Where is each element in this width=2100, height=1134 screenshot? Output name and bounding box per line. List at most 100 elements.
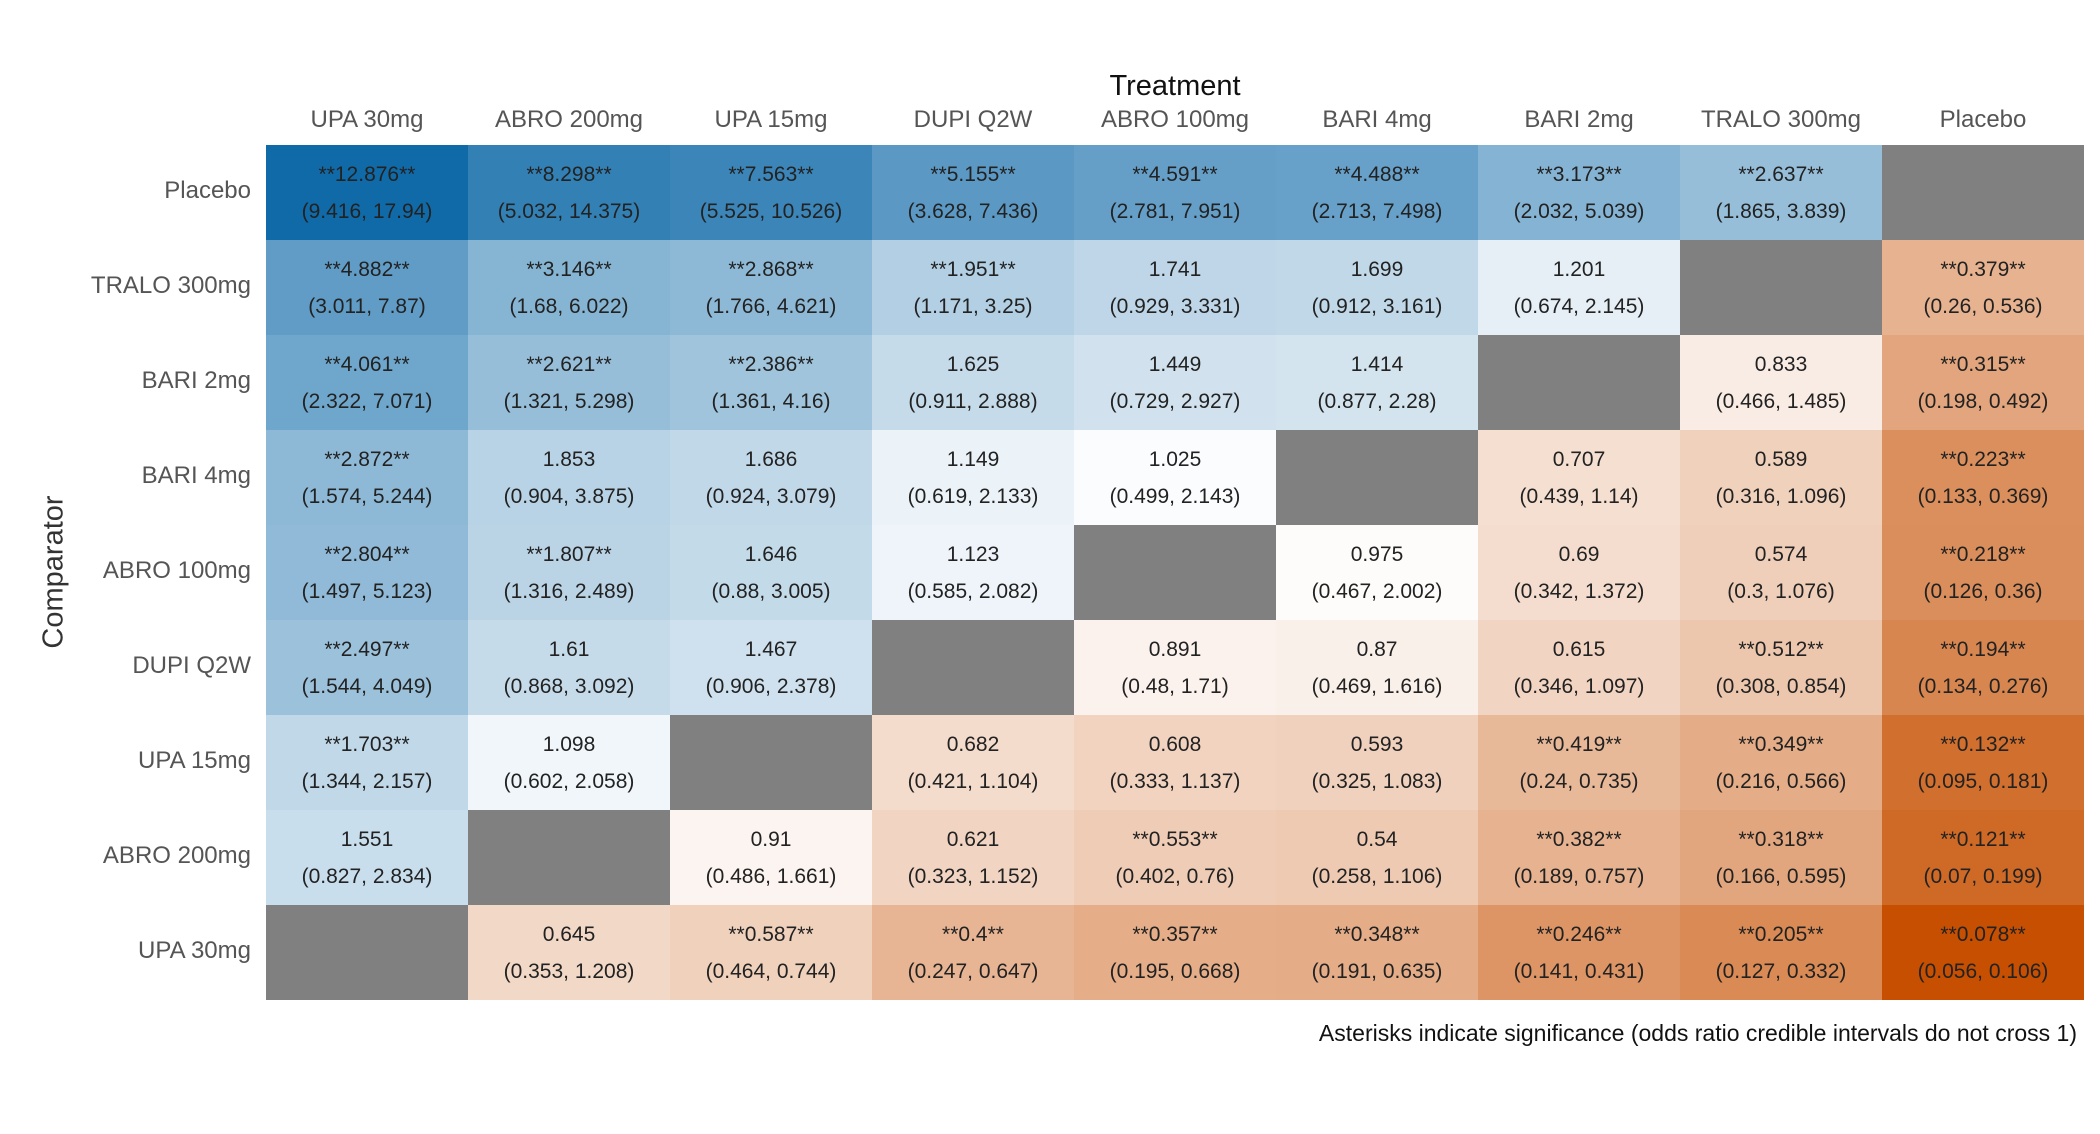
heatmap-cell: 0.69 (0.342, 1.372)	[1478, 525, 1680, 620]
row-label: UPA 15mg	[138, 747, 251, 774]
heatmap-cell: 0.91 (0.486, 1.661)	[670, 810, 872, 905]
odds-ratio-label: 0.91	[750, 828, 792, 851]
credible-interval-label: (0.827, 2.834)	[301, 865, 433, 888]
odds-ratio-label: **0.121**	[1940, 828, 2026, 851]
heatmap-cell: **0.223** (0.133, 0.369)	[1882, 430, 2084, 525]
heatmap-cell: 0.574 (0.3, 1.076)	[1680, 525, 1882, 620]
row-label: BARI 4mg	[141, 462, 251, 489]
odds-ratio-label: 0.54	[1356, 828, 1398, 851]
row-label: BARI 2mg	[141, 367, 251, 394]
credible-interval-label: (3.628, 7.436)	[907, 200, 1039, 223]
heatmap-cell: 1.098 (0.602, 2.058)	[468, 715, 670, 810]
heatmap-cell: 1.699 (0.912, 3.161)	[1276, 240, 1478, 335]
heatmap-cell: 0.707 (0.439, 1.14)	[1478, 430, 1680, 525]
odds-ratio-label: 0.621	[946, 828, 1000, 851]
heatmap-cell: **4.882** (3.011, 7.87)	[266, 240, 468, 335]
odds-ratio-label: 1.551	[340, 828, 394, 851]
odds-ratio-label: **0.379**	[1940, 258, 2026, 281]
row-label: TRALO 300mg	[90, 272, 251, 299]
credible-interval-label: (0.126, 0.36)	[1923, 580, 2043, 603]
credible-interval-label: (1.574, 5.244)	[301, 485, 433, 508]
credible-interval-label: (0.095, 0.181)	[1917, 770, 2049, 793]
row-label: Placebo	[164, 177, 251, 204]
credible-interval-label: (0.216, 0.566)	[1715, 770, 1847, 793]
odds-ratio-label: **0.246**	[1536, 923, 1622, 946]
heatmap-cell: 1.025 (0.499, 2.143)	[1074, 430, 1276, 525]
heatmap-cell: 1.149 (0.619, 2.133)	[872, 430, 1074, 525]
heatmap-cell: **7.563** (5.525, 10.526)	[670, 145, 872, 240]
heatmap-cell-empty	[266, 905, 468, 1000]
credible-interval-label: (0.912, 3.161)	[1311, 295, 1443, 318]
heatmap-cell: **0.379** (0.26, 0.536)	[1882, 240, 2084, 335]
column-label: BARI 2mg	[1524, 106, 1634, 133]
odds-ratio-label: **2.497**	[324, 638, 410, 661]
credible-interval-label: (0.877, 2.28)	[1317, 390, 1437, 413]
odds-ratio-label: 1.098	[542, 733, 596, 756]
credible-interval-label: (1.316, 2.489)	[503, 580, 635, 603]
heatmap-cell: **0.349** (0.216, 0.566)	[1680, 715, 1882, 810]
credible-interval-label: (0.166, 0.595)	[1715, 865, 1847, 888]
row-label: ABRO 200mg	[102, 842, 251, 869]
column-label: UPA 30mg	[310, 106, 424, 133]
credible-interval-label: (0.308, 0.854)	[1715, 675, 1847, 698]
odds-ratio-label: **0.419**	[1536, 733, 1622, 756]
odds-ratio-label: 0.593	[1350, 733, 1404, 756]
heatmap-cell: **2.637** (1.865, 3.839)	[1680, 145, 1882, 240]
odds-ratio-label: 0.833	[1754, 353, 1808, 376]
heatmap-cell: **0.121** (0.07, 0.199)	[1882, 810, 2084, 905]
heatmap-cell: **0.419** (0.24, 0.735)	[1478, 715, 1680, 810]
heatmap-cell: 1.853 (0.904, 3.875)	[468, 430, 670, 525]
credible-interval-label: (0.3, 1.076)	[1727, 580, 1835, 603]
odds-ratio-label: **0.512**	[1738, 638, 1824, 661]
credible-interval-label: (0.924, 3.079)	[705, 485, 837, 508]
credible-interval-label: (1.544, 4.049)	[301, 675, 433, 698]
column-label: ABRO 200mg	[494, 106, 644, 133]
heatmap-cell: **2.872** (1.574, 5.244)	[266, 430, 468, 525]
heatmap-cell: **0.315** (0.198, 0.492)	[1882, 335, 2084, 430]
heatmap-cell: **1.951** (1.171, 3.25)	[872, 240, 1074, 335]
odds-ratio-label: 1.449	[1148, 353, 1202, 376]
odds-ratio-label: **0.357**	[1132, 923, 1218, 946]
credible-interval-label: (0.07, 0.199)	[1923, 865, 2043, 888]
odds-ratio-label: **0.223**	[1940, 448, 2026, 471]
chart-title: Treatment	[1109, 70, 1241, 102]
column-label: UPA 15mg	[714, 106, 828, 133]
credible-interval-label: (0.316, 1.096)	[1715, 485, 1847, 508]
heatmap-cell: 0.975 (0.467, 2.002)	[1276, 525, 1478, 620]
heatmap-cell: **0.194** (0.134, 0.276)	[1882, 620, 2084, 715]
credible-interval-label: (0.056, 0.106)	[1917, 960, 2049, 983]
odds-ratio-label: **1.951**	[930, 258, 1016, 281]
credible-interval-label: (0.189, 0.757)	[1513, 865, 1645, 888]
odds-ratio-label: **12.876**	[318, 163, 416, 186]
credible-interval-label: (0.198, 0.492)	[1917, 390, 2049, 413]
credible-interval-label: (0.127, 0.332)	[1715, 960, 1847, 983]
odds-ratio-label: 0.615	[1552, 638, 1606, 661]
heatmap-cell: 0.682 (0.421, 1.104)	[872, 715, 1074, 810]
credible-interval-label: (0.619, 2.133)	[907, 485, 1039, 508]
heatmap-cell: **1.703** (1.344, 2.157)	[266, 715, 468, 810]
odds-ratio-label: **4.591**	[1132, 163, 1218, 186]
credible-interval-label: (2.781, 7.951)	[1109, 200, 1241, 223]
credible-interval-label: (1.865, 3.839)	[1715, 200, 1847, 223]
heatmap-cell: 0.891 (0.48, 1.71)	[1074, 620, 1276, 715]
heatmap-cell: **0.205** (0.127, 0.332)	[1680, 905, 1882, 1000]
heatmap-cell: 1.551 (0.827, 2.834)	[266, 810, 468, 905]
heatmap-cell-empty	[872, 620, 1074, 715]
heatmap-cell: 1.414 (0.877, 2.28)	[1276, 335, 1478, 430]
heatmap-cell: **4.591** (2.781, 7.951)	[1074, 145, 1276, 240]
credible-interval-label: (2.032, 5.039)	[1513, 200, 1645, 223]
odds-ratio-label: 0.645	[542, 923, 596, 946]
credible-interval-label: (0.904, 3.875)	[503, 485, 635, 508]
credible-interval-label: (0.353, 1.208)	[503, 960, 635, 983]
credible-interval-label: (5.032, 14.375)	[497, 200, 641, 223]
heatmap-cell: **8.298** (5.032, 14.375)	[468, 145, 670, 240]
odds-ratio-label: 1.853	[542, 448, 596, 471]
credible-interval-label: (0.48, 1.71)	[1121, 675, 1229, 698]
heatmap-cell-empty	[1478, 335, 1680, 430]
column-label: TRALO 300mg	[1700, 106, 1862, 133]
heatmap-cell: 1.201 (0.674, 2.145)	[1478, 240, 1680, 335]
heatmap-cell: **0.587** (0.464, 0.744)	[670, 905, 872, 1000]
odds-ratio-label: 0.69	[1558, 543, 1600, 566]
odds-ratio-label: **4.488**	[1334, 163, 1420, 186]
odds-ratio-label: 0.707	[1552, 448, 1606, 471]
